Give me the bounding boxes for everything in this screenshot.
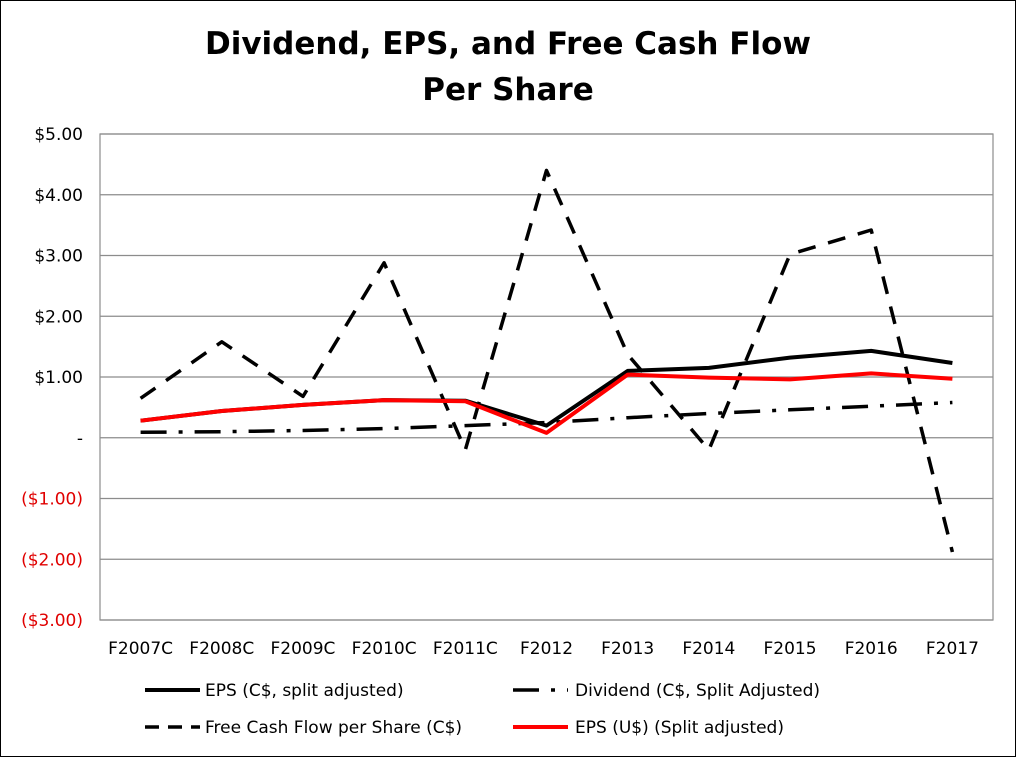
y-tick-label: $4.00 bbox=[34, 186, 83, 206]
chart-subtitle: Per Share bbox=[422, 72, 594, 108]
y-tick-label: ($1.00) bbox=[21, 490, 83, 510]
x-tick-label: F2009C bbox=[270, 639, 335, 659]
series-lines bbox=[139, 168, 955, 553]
x-tick-label: F2011C bbox=[433, 639, 498, 659]
x-tick-label: F2016 bbox=[845, 639, 898, 659]
legend-label: Dividend (C$, Split Adjusted) bbox=[575, 681, 820, 701]
series-line bbox=[140, 371, 953, 435]
series-line bbox=[140, 348, 953, 428]
series-line bbox=[139, 168, 955, 553]
legend-label: EPS (C$, split adjusted) bbox=[205, 681, 404, 701]
x-tick-label: F2012 bbox=[520, 639, 573, 659]
y-tick-label: $2.00 bbox=[34, 307, 83, 327]
legend-label: EPS (U$) (Split adjusted) bbox=[575, 718, 784, 738]
x-tick-label: F2015 bbox=[764, 639, 817, 659]
legend-label: Free Cash Flow per Share (C$) bbox=[205, 718, 462, 738]
x-axis: F2007C F2008C F2009C F2010C F2011C F2012 F2013… bbox=[108, 639, 979, 659]
plot-border bbox=[99, 133, 994, 621]
y-axis: $5.00 $4.00 $3.00 $2.00 $1.00 - ($1.00) ($2.00)… bbox=[21, 125, 83, 631]
y-tick-label: $5.00 bbox=[34, 125, 83, 145]
y-tick-label: ($2.00) bbox=[21, 550, 83, 570]
y-tick-label: $1.00 bbox=[34, 368, 83, 388]
legend: EPS (C$, split adjusted) Dividend (C$, Sp… bbox=[145, 681, 820, 738]
y-tick-label: ($3.00) bbox=[21, 611, 83, 631]
x-tick-label: F2013 bbox=[601, 639, 654, 659]
x-tick-label: F2017 bbox=[926, 639, 979, 659]
y-tick-label: $3.00 bbox=[34, 247, 83, 267]
chart-title: Dividend, EPS, and Free Cash Flow bbox=[204, 26, 812, 62]
x-tick-label: F2008C bbox=[189, 639, 254, 659]
x-tick-label: F2007C bbox=[108, 639, 173, 659]
gridlines bbox=[99, 133, 994, 621]
x-tick-label: F2010C bbox=[352, 639, 417, 659]
y-tick-label: - bbox=[77, 429, 83, 449]
x-tick-label: F2014 bbox=[682, 639, 735, 659]
